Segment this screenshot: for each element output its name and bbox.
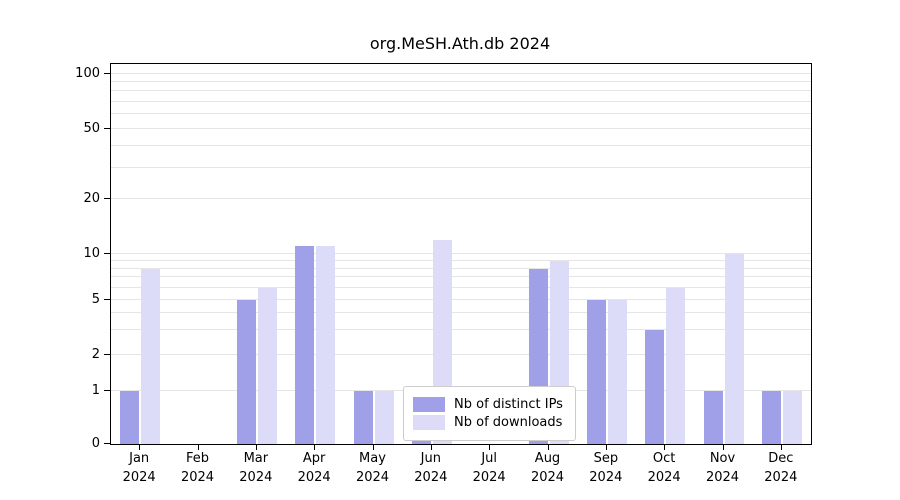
x-tick-mark: [780, 444, 782, 450]
gridline: [111, 90, 811, 92]
x-tick-label: Sep 2024: [589, 451, 623, 485]
gridline: [111, 267, 811, 269]
y-tick-label: 20: [83, 190, 100, 206]
legend-item-distinct-ips: Nb of distinct IPs: [413, 397, 563, 412]
bar-downloads: [316, 246, 336, 444]
bar-downloads: [782, 390, 802, 444]
x-tick-mark: [722, 444, 724, 450]
x-tick-mark: [489, 444, 491, 450]
plot-area: Nb of distinct IPs Nb of downloads: [110, 63, 812, 445]
legend-item-downloads: Nb of downloads: [413, 415, 563, 430]
y-tick-mark: [104, 127, 110, 129]
y-tick-mark: [104, 443, 110, 444]
x-tick-label: Apr 2024: [297, 451, 331, 485]
gridline: [111, 72, 811, 74]
bar-distinct-ips: [295, 246, 315, 444]
bar-distinct-ips: [120, 390, 140, 444]
x-tick-label: Jan 2024: [122, 451, 156, 485]
gridline: [111, 113, 811, 115]
y-tick-label: 50: [83, 120, 100, 136]
y-tick-mark: [104, 298, 110, 300]
gridline: [111, 353, 811, 355]
chart-title: org.MeSH.Ath.db 2024: [369, 34, 551, 53]
bar-downloads: [257, 287, 277, 444]
bar-distinct-ips: [353, 390, 373, 444]
legend: Nb of distinct IPs Nb of downloads: [403, 386, 576, 441]
bar-downloads: [141, 268, 161, 444]
gridline: [111, 127, 811, 129]
legend-swatch-distinct-ips: [413, 397, 445, 412]
y-tick-label: 0: [91, 436, 100, 451]
gridline: [111, 276, 811, 278]
gridline: [111, 144, 811, 146]
gridline: [111, 312, 811, 314]
x-tick-mark: [605, 444, 607, 450]
x-tick-mark: [547, 444, 549, 450]
y-tick-label: 100: [75, 65, 100, 81]
y-tick-label: 10: [83, 246, 100, 261]
gridline: [111, 100, 811, 102]
x-tick-label: Dec 2024: [764, 451, 798, 485]
x-tick-mark: [139, 444, 141, 450]
y-tick-label: 2: [91, 346, 100, 362]
gridline: [111, 298, 811, 300]
x-tick-mark: [197, 444, 199, 450]
y-tick-label: 1: [91, 382, 100, 398]
bar-downloads: [724, 254, 744, 444]
y-tick-mark: [104, 72, 110, 74]
x-tick-mark: [372, 444, 374, 450]
x-tick-mark: [255, 444, 257, 450]
bar-downloads: [666, 287, 686, 444]
gridline: [111, 197, 811, 199]
gridline: [111, 253, 811, 254]
bar-distinct-ips: [761, 390, 781, 444]
x-tick-label: Feb 2024: [180, 451, 215, 485]
bar-downloads: [374, 390, 394, 444]
y-tick-mark: [104, 389, 110, 391]
x-tick-mark: [664, 444, 666, 450]
legend-swatch-downloads: [413, 415, 445, 430]
y-tick-label: 5: [91, 291, 100, 307]
bar-distinct-ips: [703, 390, 723, 444]
x-tick-mark: [430, 444, 432, 450]
x-tick-mark: [314, 444, 316, 450]
x-tick-label: Oct 2024: [647, 451, 681, 485]
x-tick-label: May 2024: [355, 451, 390, 485]
gridline: [111, 286, 811, 288]
gridline: [111, 80, 811, 82]
bar-distinct-ips: [586, 299, 606, 444]
legend-label-distinct-ips: Nb of distinct IPs: [454, 397, 563, 412]
y-tick-mark: [104, 353, 110, 355]
y-tick-mark: [104, 197, 110, 199]
gridline: [111, 259, 811, 261]
bar-distinct-ips: [645, 330, 665, 444]
legend-label-downloads: Nb of downloads: [454, 415, 563, 430]
gridline: [111, 329, 811, 331]
bar-downloads: [607, 299, 627, 444]
x-tick-label: Jul 2024: [472, 451, 506, 485]
gridline: [111, 166, 811, 168]
x-tick-label: Mar 2024: [239, 451, 273, 485]
x-tick-label: Jun 2024: [414, 451, 448, 485]
y-tick-mark: [104, 253, 110, 254]
x-tick-label: Nov 2024: [705, 451, 740, 485]
bar-distinct-ips: [236, 299, 256, 444]
x-tick-label: Aug 2024: [530, 451, 565, 485]
